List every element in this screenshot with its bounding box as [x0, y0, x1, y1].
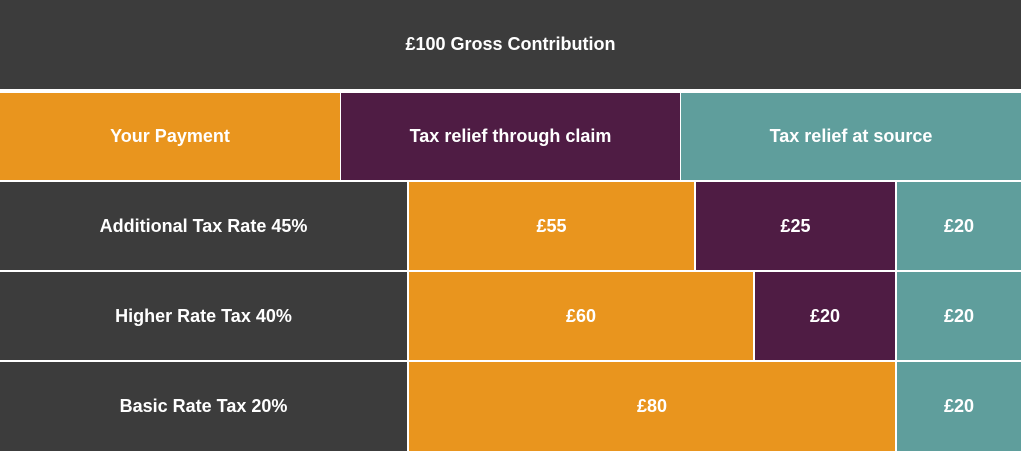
claim-cell: £20	[755, 272, 895, 360]
title: £100 Gross Contribution	[405, 34, 616, 54]
row-label-text: Basic Rate Tax 20%	[119, 396, 288, 416]
claim-cell: £25	[696, 182, 895, 270]
claim-value: £25	[780, 215, 811, 236]
row-label-text: Higher Rate Tax 40%	[115, 305, 292, 326]
payment-value: £60	[565, 305, 597, 326]
claim-value: £20	[809, 305, 841, 326]
payment-cell: £80	[409, 362, 895, 451]
row-label: Basic Rate Tax 20%	[0, 362, 407, 451]
payment-value: £55	[536, 215, 567, 236]
legend-label: Tax relief at source	[769, 126, 933, 146]
source-value: £20	[943, 305, 975, 326]
legend-tax-relief-claim: Tax relief through claim	[341, 93, 680, 180]
row-label: Higher Rate Tax 40%	[0, 272, 407, 360]
source-value: £20	[943, 396, 975, 416]
source-cell: £20	[897, 272, 1021, 360]
source-cell: £20	[897, 182, 1021, 270]
payment-cell: £60	[409, 272, 753, 360]
row-label: Additional Tax Rate 45%	[0, 182, 407, 270]
source-value: £20	[943, 215, 975, 236]
payment-value: £80	[636, 396, 668, 416]
legend-tax-relief-source: Tax relief at source	[681, 93, 1021, 180]
title-bar: £100 Gross Contribution	[0, 0, 1021, 89]
legend-your-payment: Your Payment	[0, 93, 340, 180]
legend-label: Tax relief through claim	[409, 126, 612, 146]
source-cell: £20	[897, 362, 1021, 451]
legend-label: Your Payment	[110, 126, 230, 146]
payment-cell: £55	[409, 182, 694, 270]
row-label-text: Additional Tax Rate 45%	[99, 215, 308, 236]
